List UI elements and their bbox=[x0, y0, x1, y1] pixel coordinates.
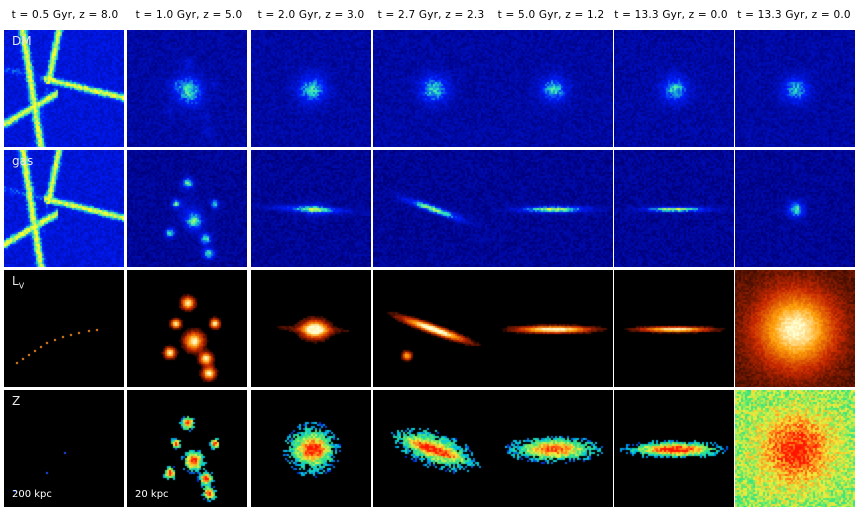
panel-image bbox=[493, 150, 613, 267]
panel-image bbox=[493, 390, 613, 507]
panel-metallicity-4 bbox=[373, 390, 493, 507]
panel-gas-4 bbox=[373, 150, 493, 267]
panel-luminosity-3 bbox=[251, 270, 371, 387]
panel-dark-matter-6 bbox=[614, 30, 734, 147]
panel-image bbox=[127, 390, 247, 507]
column-title: t = 2.7 Gyr, z = 2.3 bbox=[377, 9, 485, 21]
panel-image bbox=[493, 270, 613, 387]
panel-image bbox=[614, 30, 734, 147]
panel-image bbox=[735, 390, 855, 507]
panel-image bbox=[127, 150, 247, 267]
panel-luminosity-7 bbox=[735, 270, 855, 387]
panel-luminosity-5 bbox=[493, 270, 613, 387]
column-title: t = 13.3 Gyr, z = 0.0 bbox=[737, 9, 851, 21]
panel-image bbox=[127, 270, 247, 387]
panel-dark-matter-7 bbox=[735, 30, 855, 147]
panel-image bbox=[614, 270, 734, 387]
panel-dark-matter-3 bbox=[251, 30, 371, 147]
panel-metallicity-3 bbox=[251, 390, 371, 507]
panel-image bbox=[373, 270, 493, 387]
panel-gas-2 bbox=[127, 150, 247, 267]
column-title: t = 5.0 Gyr, z = 1.2 bbox=[497, 9, 605, 21]
panel-image bbox=[4, 390, 124, 507]
panel-luminosity-2 bbox=[127, 270, 247, 387]
panel-gas-5 bbox=[493, 150, 613, 267]
panel-image bbox=[251, 270, 371, 387]
panel-dark-matter-4 bbox=[373, 30, 493, 147]
panel-image bbox=[373, 390, 493, 507]
panel-image bbox=[4, 30, 124, 147]
panel-image bbox=[493, 30, 613, 147]
panel-image bbox=[735, 30, 855, 147]
panel-image bbox=[4, 270, 124, 387]
column-title: t = 0.5 Gyr, z = 8.0 bbox=[11, 9, 119, 21]
panel-image bbox=[127, 30, 247, 147]
panel-image bbox=[614, 390, 734, 507]
panel-image bbox=[614, 150, 734, 267]
panel-dark-matter-5 bbox=[493, 30, 613, 147]
panel-metallicity-5 bbox=[493, 390, 613, 507]
column-title: t = 13.3 Gyr, z = 0.0 bbox=[614, 9, 728, 21]
panel-gas-3 bbox=[251, 150, 371, 267]
panel-luminosity-6 bbox=[614, 270, 734, 387]
panel-dark-matter-2 bbox=[127, 30, 247, 147]
panel-metallicity-6 bbox=[614, 390, 734, 507]
panel-image bbox=[735, 270, 855, 387]
column-title: t = 1.0 Gyr, z = 5.0 bbox=[135, 9, 243, 21]
panel-image bbox=[251, 390, 371, 507]
panel-metallicity-1 bbox=[4, 390, 124, 507]
panel-dark-matter-1 bbox=[4, 30, 124, 147]
panel-metallicity-7 bbox=[735, 390, 855, 507]
panel-gas-6 bbox=[614, 150, 734, 267]
panel-image bbox=[251, 150, 371, 267]
panel-luminosity-1 bbox=[4, 270, 124, 387]
panel-metallicity-2 bbox=[127, 390, 247, 507]
panel-image bbox=[4, 150, 124, 267]
panel-image bbox=[373, 30, 493, 147]
panel-gas-1 bbox=[4, 150, 124, 267]
column-title: t = 2.0 Gyr, z = 3.0 bbox=[257, 9, 365, 21]
panel-gas-7 bbox=[735, 150, 855, 267]
panel-image bbox=[373, 150, 493, 267]
panel-luminosity-4 bbox=[373, 270, 493, 387]
panel-image bbox=[251, 30, 371, 147]
panel-image bbox=[735, 150, 855, 267]
